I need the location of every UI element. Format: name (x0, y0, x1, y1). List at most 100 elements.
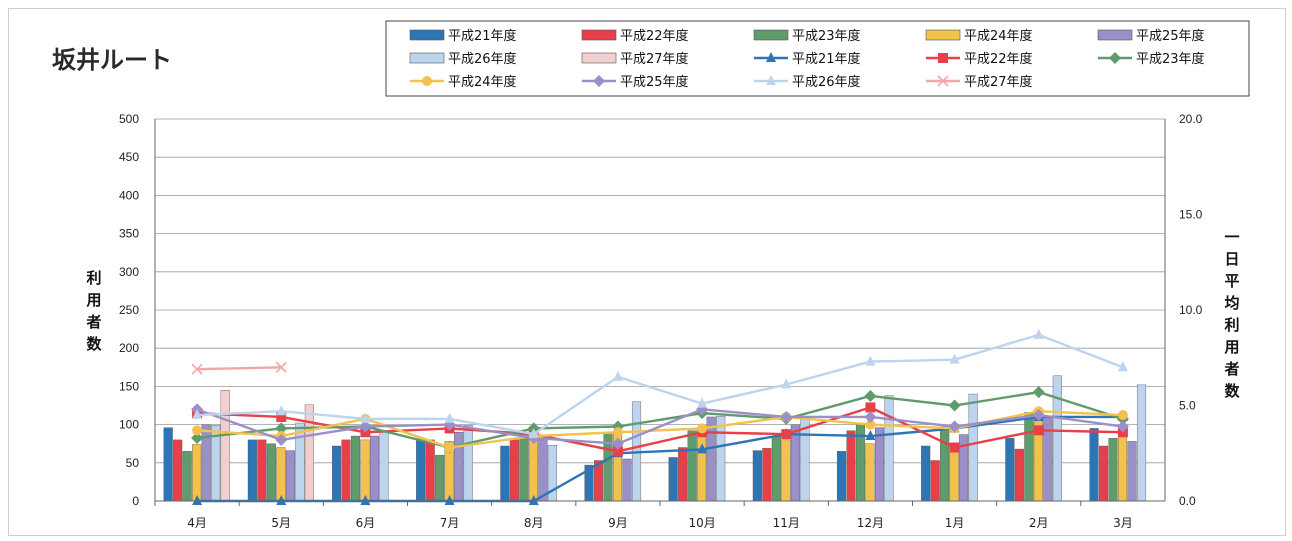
legend-item: 平成22年度 (581, 28, 689, 44)
bar (781, 439, 791, 502)
marker-diamond (1032, 409, 1045, 422)
bar (968, 393, 978, 502)
bar (687, 430, 697, 502)
bar (668, 457, 678, 502)
marker-triangle (766, 75, 776, 85)
bar (1089, 428, 1099, 502)
bar (304, 404, 314, 502)
legend-item: 平成23年度 (753, 28, 861, 44)
marker-diamond (948, 399, 961, 412)
bar (1024, 412, 1034, 502)
bar (182, 451, 192, 502)
x-tick-label: 7月 (440, 516, 460, 530)
x-tick-label: 12月 (857, 516, 884, 530)
bar (509, 439, 519, 502)
axis-title-char: 平 (1224, 272, 1239, 290)
legend-item: 平成21年度 (409, 28, 517, 44)
legend-item: 平成21年度 (754, 51, 861, 67)
bar (331, 445, 342, 502)
bar (341, 439, 351, 502)
marker-circle (192, 425, 203, 436)
marker-square (865, 402, 876, 413)
marker-diamond (359, 420, 372, 433)
series-line (197, 333, 1124, 436)
y2-tick-label: 5.0 (1179, 399, 1196, 413)
axis-title-char: 数 (1224, 382, 1240, 400)
y-tick-label: 300 (119, 265, 139, 279)
bar (930, 460, 940, 502)
legend-label: 平成21年度 (448, 28, 517, 44)
y-tick-label: 0 (132, 494, 139, 508)
x-tick-label: 1月 (945, 516, 965, 530)
legend-item: 平成26年度 (409, 51, 517, 67)
marker-diamond (275, 422, 288, 435)
y-tick-label: 500 (119, 112, 139, 126)
legend-label: 平成21年度 (792, 51, 861, 67)
legend-swatch (409, 29, 445, 41)
marker-diamond (593, 75, 605, 87)
bar (949, 445, 959, 502)
bar (247, 439, 257, 502)
marker-triangle (781, 378, 792, 389)
legend-item: 平成25年度 (1097, 28, 1205, 44)
x-tick-label: 6月 (356, 516, 376, 530)
marker-triangle (276, 495, 287, 505)
legend-item: 平成27年度 (581, 51, 689, 67)
marker-triangle (276, 405, 287, 416)
bar (1033, 409, 1043, 502)
bar (1117, 432, 1128, 502)
marker-triangle (528, 428, 539, 439)
bar (874, 427, 885, 502)
x-tick-label: 10月 (688, 516, 715, 530)
series-line (196, 408, 1124, 445)
bar (1127, 441, 1137, 502)
marker-circle (612, 427, 623, 438)
marker-square (276, 411, 287, 422)
y-tick-label: 400 (119, 188, 139, 202)
bar (350, 435, 361, 502)
legend-label: 平成22年度 (964, 51, 1033, 67)
legend-label: 平成23年度 (792, 28, 861, 44)
axis-title-char: 用 (86, 291, 101, 309)
marker-triangle (192, 495, 203, 505)
marker-square (781, 429, 792, 440)
bar (500, 445, 510, 502)
bar (846, 430, 856, 502)
legend-swatch (409, 52, 445, 64)
marker-triangle (766, 52, 776, 62)
axis-title-char: 利 (1224, 316, 1239, 334)
y-tick-label: 50 (126, 456, 140, 470)
series-line (196, 390, 1124, 449)
bar (1136, 384, 1147, 502)
legend-label: 平成25年度 (1136, 28, 1205, 44)
y-tick-label: 150 (119, 379, 139, 393)
y-tick-label: 200 (119, 341, 139, 355)
y-tick-label: 250 (119, 303, 139, 317)
bar (257, 439, 267, 502)
bar (276, 447, 286, 502)
bar (790, 424, 800, 502)
bar (921, 445, 931, 502)
marker-square (612, 446, 623, 457)
legend-swatch (1097, 29, 1133, 41)
bar (163, 427, 173, 502)
marker-diamond (1109, 52, 1121, 64)
marker-square (1033, 425, 1044, 436)
axis-title-char: 者 (86, 313, 101, 331)
legend-item: 平成24年度 (925, 28, 1033, 44)
legend-label: 平成26年度 (792, 74, 861, 90)
axis-title-char: 均 (1224, 294, 1239, 312)
marker-diamond (1032, 386, 1045, 399)
bar (1098, 445, 1109, 502)
bar (622, 458, 632, 502)
chart-title: 坂井ルート (52, 46, 172, 74)
y-tick-label: 450 (119, 150, 139, 164)
marker-triangle (444, 412, 455, 423)
bar (752, 450, 762, 502)
bar (266, 443, 276, 502)
bar (454, 432, 464, 502)
axes-layer: 0 50 100 150 200 250 300 350 400 450 500 0.0 5.0 10.0… (86, 112, 1240, 530)
bar (836, 451, 847, 502)
